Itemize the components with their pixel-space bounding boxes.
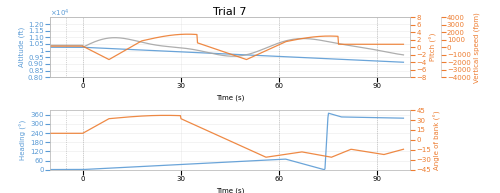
Y-axis label: Angle of bank (°): Angle of bank (°) — [434, 110, 441, 170]
Y-axis label: Pitch (°): Pitch (°) — [430, 33, 436, 61]
Y-axis label: Heading (°): Heading (°) — [20, 120, 28, 160]
X-axis label: Time (s): Time (s) — [216, 188, 244, 193]
X-axis label: Time (s): Time (s) — [216, 95, 244, 102]
Title: Trial 7: Trial 7 — [213, 7, 247, 17]
Y-axis label: Vertical speed (fpm): Vertical speed (fpm) — [474, 12, 480, 83]
Y-axis label: Altitude (ft): Altitude (ft) — [18, 27, 25, 67]
Text: $\times10^4$: $\times10^4$ — [50, 8, 70, 19]
